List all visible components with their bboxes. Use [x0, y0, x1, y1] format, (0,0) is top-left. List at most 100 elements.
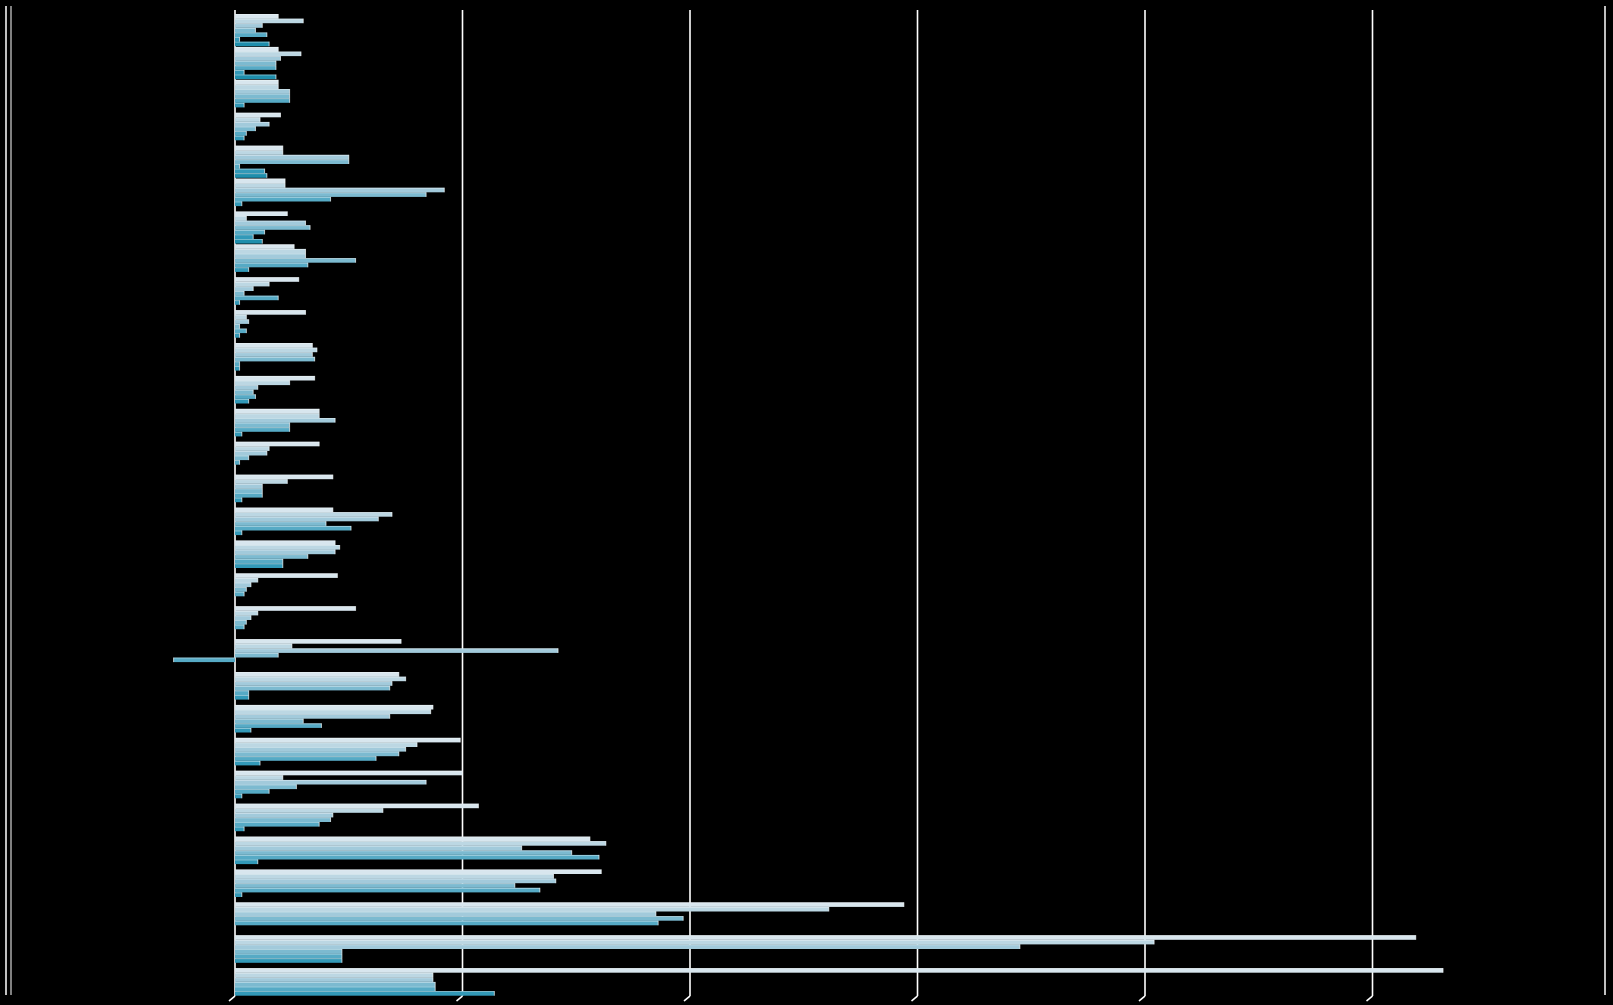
bar-g9-s2 [235, 319, 249, 324]
bar-g11-s4 [235, 394, 256, 399]
bar-g26-s3 [235, 883, 515, 888]
bar-g21-s3 [235, 718, 304, 724]
bar-g15-s1 [235, 512, 392, 517]
bar-g5-s2 [235, 187, 445, 193]
bar-g2-s0 [235, 79, 279, 85]
bar-g3-s5 [235, 135, 245, 141]
bar-g19-s3 [235, 652, 279, 658]
bar-g22-s0 [235, 737, 461, 743]
bar-g6-s1 [235, 216, 247, 221]
bar-g21-s0 [235, 704, 433, 710]
bar-g27-s1 [235, 906, 829, 912]
bar-g6-s4 [235, 229, 265, 235]
bar-g1-s5 [235, 69, 245, 75]
bar-g12-s3 [235, 422, 290, 428]
bar-g0-s4 [235, 32, 267, 37]
bar-g29-s5 [235, 991, 495, 996]
bar-g16-s1 [235, 545, 340, 550]
bar-g0-s5 [235, 37, 240, 42]
bar-g12-s2 [235, 418, 336, 423]
bar-g28-s1 [235, 939, 1155, 945]
bar-g8-s2 [235, 286, 254, 291]
bar-g6-s0 [235, 211, 288, 216]
bar-g23-s1 [235, 775, 283, 780]
bar-g5-s1 [235, 183, 286, 188]
bar-g8-s3 [235, 291, 245, 296]
bar-g1-s1 [235, 51, 301, 57]
bar-g21-s5 [235, 727, 251, 733]
bar-g17-s2 [235, 582, 251, 588]
bar-g8-s5 [235, 300, 240, 305]
bar-g7-s5 [235, 267, 249, 272]
bar-g18-s2 [235, 615, 251, 620]
bar-g10-s5 [235, 366, 240, 371]
bar-g28-s4 [235, 953, 342, 959]
bar-g18-s4 [235, 624, 245, 630]
bar-g7-s0 [235, 244, 295, 249]
bar-g4-s3 [235, 159, 349, 164]
bar-g14-s2 [235, 483, 263, 489]
bar-g14-s3 [235, 488, 263, 493]
bar-g16-s0 [235, 540, 336, 545]
bar-g20-s1 [235, 676, 406, 682]
bar-g16-s4 [235, 558, 283, 564]
bar-g3-s2 [235, 121, 270, 127]
bar-g22-s3 [235, 751, 399, 757]
bar-g7-s1 [235, 248, 306, 254]
bar-g25-s1 [235, 841, 606, 846]
bar-g23-s3 [235, 784, 297, 790]
bar-g0-s2 [235, 23, 263, 28]
tick-mark-1 [455, 995, 464, 1002]
bar-g3-s1 [235, 117, 261, 122]
bar-g10-s1 [235, 347, 317, 353]
bar-g24-s0 [235, 803, 479, 809]
bar-g8-s1 [235, 281, 270, 287]
bar-g7-s3 [235, 258, 356, 263]
bar-g15-s5 [235, 530, 242, 536]
bar-g27-s0 [235, 902, 904, 907]
bar-g13-s3 [235, 455, 249, 461]
bar-g13-s2 [235, 450, 267, 456]
bar-g29-s1 [235, 972, 433, 978]
bar-g10-s0 [235, 343, 313, 348]
bar-g24-s1 [235, 808, 383, 813]
bar-g13-s4 [235, 460, 240, 465]
bar-g0-s0 [235, 14, 279, 19]
bar-g23-s2 [235, 779, 427, 785]
bar-g12-s0 [235, 408, 320, 414]
bar-g11-s2 [235, 385, 258, 390]
bar-g27-s4 [235, 920, 659, 926]
bar-g15-s2 [235, 516, 379, 522]
bar-g17-s0 [235, 573, 338, 578]
bar-g10-s3 [235, 356, 315, 362]
bar-g17-s1 [235, 577, 258, 583]
bar-g15-s3 [235, 521, 326, 526]
tick-mark-4 [1138, 995, 1146, 1002]
bar-g13-s0 [235, 441, 320, 447]
bar-g15-s0 [235, 507, 333, 513]
bar-g10-s2 [235, 352, 313, 357]
bar-g4-s6 [235, 173, 267, 178]
bar-g2-s4 [235, 98, 290, 103]
bar-g7-s2 [235, 253, 306, 259]
bar-g25-s5 [235, 859, 258, 865]
bar-g19-s0 [235, 639, 402, 644]
bar-g23-s5 [235, 793, 242, 799]
bar-g19-s2 [235, 648, 559, 653]
bar-g4-s4 [235, 164, 240, 169]
bar-g29-s2 [235, 977, 433, 982]
bar-g8-s4 [235, 295, 279, 301]
bars [173, 14, 1444, 996]
bar-g7-s4 [235, 262, 308, 268]
bar-g29-s3 [235, 981, 436, 987]
bar-g22-s2 [235, 747, 406, 752]
bar-g0-s1 [235, 18, 304, 24]
tick-mark-2 [683, 995, 691, 1002]
bar-g6-s6 [235, 239, 263, 244]
bar-g3-s0 [235, 112, 281, 118]
bar-g17-s4 [235, 591, 245, 597]
bar-g14-s0 [235, 474, 333, 480]
bar-g22-s5 [235, 760, 261, 766]
bar-g20-s2 [235, 681, 392, 686]
